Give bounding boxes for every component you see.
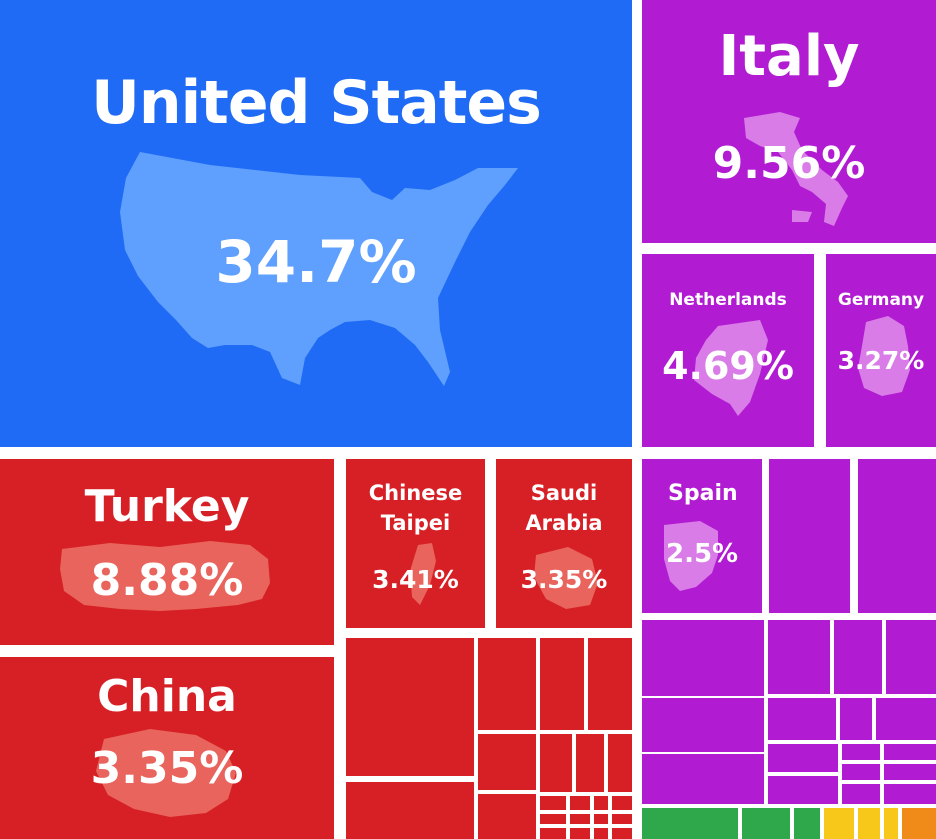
tile-red-minor [346,638,474,776]
tile-purple-minor [842,744,880,760]
tile-spain: Spain 2.5% [642,459,762,613]
tile-purple-minor [858,459,936,613]
tile-red-minor [576,734,604,792]
tile-purple-minor [768,620,830,694]
tile-green-minor [794,808,820,839]
china-label: China [97,671,237,722]
netherlands-map-icon [694,320,768,416]
germany-value: 3.27% [837,346,925,375]
tile-purple-minor [886,620,936,694]
tile-red-minor [612,796,632,810]
tile-purple-minor [840,698,872,740]
italy-value: 9.56% [712,138,866,189]
united-states-value: 34.7% [215,228,417,296]
tile-red-minor [570,796,590,810]
tile-red-minor [346,782,474,839]
tile-saudi-arabia: Saudi Arabia 3.35% [496,459,632,628]
tile-purple-minor [884,764,936,780]
spain-value: 2.5% [666,539,739,569]
turkey-value: 8.88% [90,555,244,606]
tile-green-minor [742,808,790,839]
tile-red-minor [540,734,572,792]
tile-purple-minor [642,620,764,696]
tile-red-minor [570,814,590,824]
saudi-arabia-map-icon [534,547,598,609]
chinese-taipei-map-icon [410,543,436,605]
tile-purple-minor [768,698,836,740]
tile-purple-minor [768,744,838,772]
tile-turkey: Turkey 8.88% [0,459,334,645]
tile-orange-minor [902,808,936,839]
tile-red-minor [540,796,566,810]
tile-purple-minor [642,754,764,804]
tile-red-minor [612,814,632,824]
netherlands-value: 4.69% [662,344,794,388]
united-states-label: United States [91,68,542,138]
turkey-label: Turkey [84,481,250,532]
italy-map-icon [744,112,848,226]
saudi-arabia-value: 3.35% [520,565,608,594]
tile-china: China 3.35% [0,657,334,839]
tile-purple-minor [876,698,936,740]
tile-red-minor [588,638,632,730]
tile-red-minor [594,796,608,810]
tile-purple-minor [642,698,764,752]
turkey-map-icon [60,541,270,611]
tile-red-minor [478,638,536,730]
tile-purple-minor [768,776,838,804]
tile-red-minor [608,734,632,792]
tile-united-states: United States 34.7% [0,0,632,447]
netherlands-label: Netherlands [669,290,787,310]
tile-yellow-minor [824,808,854,839]
tile-yellow-minor [884,808,898,839]
germany-map-icon [858,316,910,396]
tile-purple-minor [834,620,882,694]
tile-yellow-minor [858,808,880,839]
tile-italy: Italy 9.56% [642,0,936,243]
tile-red-minor [594,828,608,839]
tile-germany: Germany 3.27% [826,254,936,447]
tile-red-minor [612,828,632,839]
chinese-taipei-label-line2: Taipei [380,511,451,535]
tile-red-minor [478,794,536,839]
tile-red-minor [540,638,584,730]
italy-label: Italy [718,24,860,89]
tile-purple-minor [884,744,936,760]
china-value: 3.35% [90,743,244,794]
tile-purple-minor [842,764,880,780]
tile-purple-minor [842,784,880,804]
tile-green-minor [642,808,738,839]
germany-label: Germany [837,290,925,310]
united-states-map-icon [120,152,518,386]
tile-red-minor [540,814,566,824]
saudi-arabia-label-line2: Arabia [525,511,603,535]
spain-label: Spain [668,481,738,506]
chinese-taipei-label-line1: Chinese [368,481,463,505]
spain-map-icon [664,521,718,591]
tile-red-minor [594,814,608,824]
tile-purple-minor [884,784,936,804]
tile-red-minor [540,828,566,839]
china-map-icon [96,729,236,817]
tile-purple-minor [769,459,850,613]
saudi-arabia-label-line1: Saudi [530,481,598,505]
chinese-taipei-value: 3.41% [372,565,459,594]
tile-chinese-taipei: Chinese Taipei 3.41% [346,459,485,628]
tile-red-minor [478,734,536,790]
tile-netherlands: Netherlands 4.69% [642,254,814,447]
tile-red-minor [570,828,590,839]
